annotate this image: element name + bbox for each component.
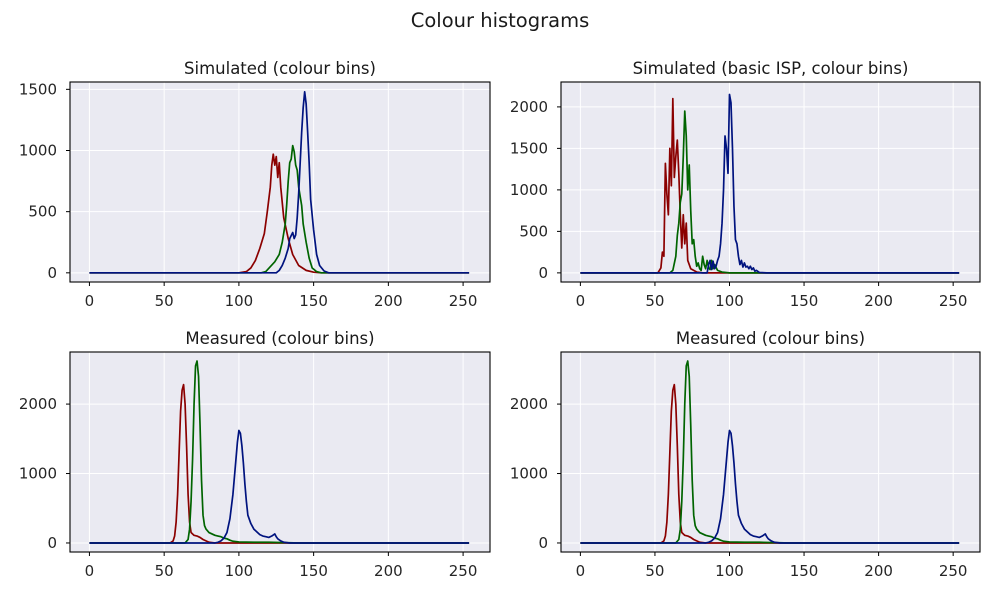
histogram-panel-1: 0 50 100 150 200 250 0 500 1000 1500 Simulated (co… xyxy=(19,59,491,310)
panel-title: Simulated (colour bins) xyxy=(184,59,376,78)
axes-frame xyxy=(69,351,491,553)
y-tick-label: 2000 xyxy=(510,395,548,413)
red-channel-line xyxy=(580,383,960,544)
plot-area xyxy=(561,352,980,552)
x-tick-label: 150 xyxy=(790,292,819,310)
panel-title: Simulated (basic ISP, colour bins) xyxy=(633,59,909,78)
figure-title: Colour histograms xyxy=(411,9,589,32)
x-tick-label: 100 xyxy=(715,292,744,310)
x-tick-label: 250 xyxy=(449,292,478,310)
x-tick-label: 200 xyxy=(864,562,893,580)
blue-channel-line xyxy=(89,429,470,544)
y-tick-label: 0 xyxy=(538,534,548,552)
y-tick-label: 1000 xyxy=(510,181,548,199)
green-channel-line xyxy=(89,144,470,274)
red-channel-line xyxy=(89,383,470,544)
red-channel-line xyxy=(580,97,960,274)
x-tick-label: 250 xyxy=(449,562,478,580)
y-tick-label: 1000 xyxy=(510,465,548,483)
x-tick-label: 250 xyxy=(939,562,968,580)
axes-frame xyxy=(560,351,981,553)
y-tick-label: 500 xyxy=(519,222,548,240)
y-tick-label: 1500 xyxy=(510,139,548,157)
plot-area xyxy=(70,352,490,552)
x-tick-label: 50 xyxy=(645,562,664,580)
x-tick-label: 50 xyxy=(155,562,174,580)
x-tick-label: 200 xyxy=(374,562,403,580)
panel-title: Measured (colour bins) xyxy=(676,329,865,348)
y-tick-label: 1000 xyxy=(19,142,57,160)
x-tick-label: 200 xyxy=(374,292,403,310)
x-tick-label: 200 xyxy=(864,292,893,310)
histogram-panel-2: 0 50 100 150 200 250 0 500 1000 1500 2000 Simulated… xyxy=(510,59,981,310)
blue-channel-line xyxy=(580,429,960,544)
green-channel-line xyxy=(580,360,960,544)
x-tick-label: 0 xyxy=(85,292,95,310)
y-tick-label: 0 xyxy=(538,264,548,282)
y-tick-label: 1500 xyxy=(19,80,57,98)
histogram-panel-3: 0 50 100 150 200 250 0 1000 2000 Measured (colour… xyxy=(19,329,491,580)
blue-channel-line xyxy=(89,90,470,274)
y-tick-label: 2000 xyxy=(510,98,548,116)
x-tick-label: 100 xyxy=(225,292,254,310)
x-tick-label: 50 xyxy=(155,292,174,310)
x-tick-label: 0 xyxy=(85,562,95,580)
x-tick-label: 150 xyxy=(790,562,819,580)
axes-frame xyxy=(69,81,491,283)
x-tick-label: 150 xyxy=(299,562,328,580)
plot-area xyxy=(561,82,980,282)
x-tick-label: 50 xyxy=(645,292,664,310)
y-tick-label: 2000 xyxy=(19,395,57,413)
x-tick-label: 150 xyxy=(299,292,328,310)
panel-title: Measured (colour bins) xyxy=(185,329,374,348)
y-tick-label: 0 xyxy=(47,534,57,552)
x-tick-label: 100 xyxy=(225,562,254,580)
x-tick-label: 100 xyxy=(715,562,744,580)
x-tick-label: 0 xyxy=(576,292,586,310)
x-tick-label: 250 xyxy=(939,292,968,310)
y-tick-label: 1000 xyxy=(19,465,57,483)
y-tick-label: 500 xyxy=(28,203,57,221)
green-channel-line xyxy=(89,360,470,544)
axes-frame xyxy=(560,81,981,283)
blue-channel-line xyxy=(580,93,960,274)
y-tick-label: 0 xyxy=(47,264,57,282)
red-channel-line xyxy=(89,153,470,274)
x-tick-label: 0 xyxy=(576,562,586,580)
histogram-panel-4: 0 50 100 150 200 250 0 1000 2000 Measured (colour… xyxy=(510,329,981,580)
